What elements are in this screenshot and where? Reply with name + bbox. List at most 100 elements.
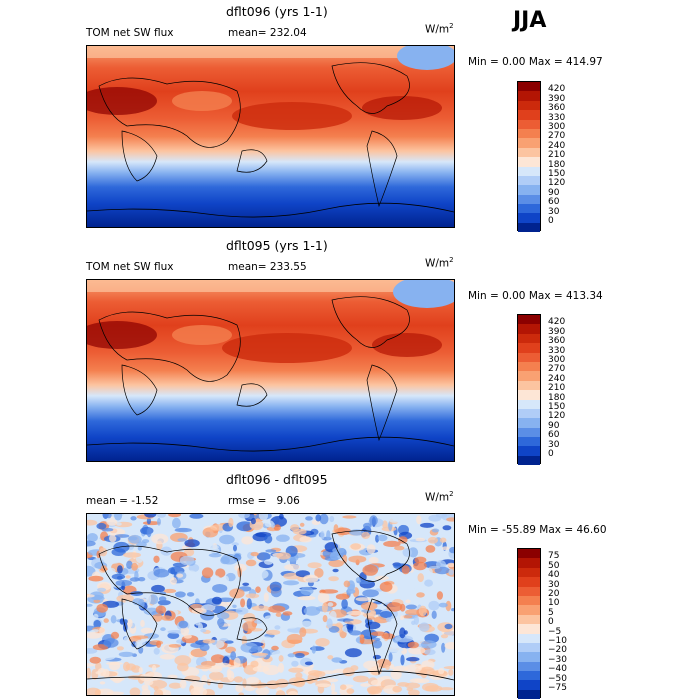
colorbar-swatch — [518, 380, 540, 391]
colorbar-swatch — [518, 633, 540, 643]
colorbar-tick-label: 150 — [548, 402, 566, 412]
colorbar-tick-label: 90 — [548, 187, 560, 198]
colorbar-swatch — [518, 82, 540, 92]
colorbar-swatch — [518, 567, 540, 578]
colorbar-swatch — [518, 586, 540, 596]
colorbar-tick-label: −5 — [548, 626, 562, 637]
colorbar-swatch — [518, 455, 540, 466]
colorbar-swatch — [518, 408, 540, 419]
colorbar-swatch — [518, 642, 540, 653]
colorbar-swatch — [518, 213, 540, 223]
colorbar-swatch — [518, 390, 540, 400]
colorbar-tick-label: 5 — [548, 607, 554, 618]
panel-2-map-svg — [87, 280, 454, 461]
panel-3-title: dflt096 - dflt095 — [226, 472, 328, 487]
colorbar-swatch — [518, 361, 540, 372]
panel-2-colorbar — [517, 314, 541, 466]
colorbar-swatch — [518, 577, 540, 587]
colorbar-tick-label: 360 — [548, 103, 566, 114]
colorbar-tick-label: 60 — [548, 430, 560, 441]
colorbar-tick-label: 240 — [548, 373, 566, 384]
colorbar-swatch — [518, 446, 540, 456]
colorbar-tick-label: 180 — [548, 392, 566, 403]
colorbar-tick-label: 90 — [548, 420, 560, 431]
panel-3-map-svg — [87, 514, 454, 695]
colorbar-swatch — [518, 343, 540, 353]
colorbar-tick-label: 390 — [548, 326, 566, 337]
colorbar-tick-label: 75 — [548, 551, 560, 562]
colorbar-swatch — [518, 558, 540, 568]
colorbar-tick-label: 50 — [548, 560, 560, 571]
panel-3-colorbar — [517, 548, 541, 700]
panel-2-title: dflt095 (yrs 1-1) — [226, 238, 328, 253]
colorbar-tick-label: 270 — [548, 364, 566, 375]
colorbar-tick-label: 30 — [548, 439, 560, 450]
colorbar-swatch — [518, 138, 540, 148]
colorbar-swatch — [518, 166, 540, 176]
colorbar-tick-label: 360 — [548, 336, 566, 347]
colorbar-tick-label: 420 — [548, 84, 566, 95]
colorbar-swatch — [518, 680, 540, 690]
colorbar-swatch — [518, 671, 540, 681]
colorbar-tick-label: 270 — [548, 131, 566, 142]
panel-1-colorbar — [517, 81, 541, 233]
panel-1-variable-label: TOM net SW flux — [86, 27, 174, 39]
panel-3-rmse-value: 9.06 — [276, 495, 300, 507]
colorbar-swatch — [518, 624, 540, 634]
colorbar-swatch — [518, 352, 540, 362]
colorbar-tick-label: 330 — [548, 345, 566, 356]
colorbar-swatch — [518, 147, 540, 158]
colorbar-tick-label: 330 — [548, 112, 566, 123]
colorbar-tick-label: 0 — [548, 216, 554, 226]
colorbar-swatch — [518, 689, 540, 700]
panel-1-units: W/m2 — [425, 22, 454, 36]
colorbar-swatch — [518, 222, 540, 233]
colorbar-tick-label: −10 — [548, 636, 567, 646]
panel-1-mean-label: mean= 232.04 — [228, 27, 307, 39]
colorbar-swatch — [518, 333, 540, 344]
colorbar-swatch — [518, 315, 540, 325]
panel-1-map-svg — [87, 46, 454, 227]
colorbar-swatch — [518, 661, 540, 672]
colorbar-swatch — [518, 437, 540, 447]
colorbar-tick-label: 210 — [548, 383, 566, 394]
colorbar-swatch — [518, 418, 540, 428]
colorbar-tick-label: −75 — [548, 683, 567, 693]
colorbar-swatch — [518, 128, 540, 139]
colorbar-swatch — [518, 652, 540, 662]
colorbar-swatch — [518, 549, 540, 559]
colorbar-tick-label: 60 — [548, 197, 560, 208]
panel-2-mean-label: mean= 233.55 — [228, 261, 307, 273]
panel-3-units: W/m2 — [425, 490, 454, 504]
colorbar-tick-label: −50 — [548, 673, 567, 684]
colorbar-tick-label: 120 — [548, 411, 566, 422]
colorbar-tick-label: 180 — [548, 159, 566, 170]
colorbar-swatch — [518, 110, 540, 120]
colorbar-swatch — [518, 204, 540, 214]
colorbar-swatch — [518, 194, 540, 205]
colorbar-swatch — [518, 371, 540, 381]
colorbar-tick-label: 30 — [548, 579, 560, 590]
colorbar-tick-label: 30 — [548, 206, 560, 217]
colorbar-tick-label: 40 — [548, 570, 560, 581]
colorbar-tick-label: 150 — [548, 169, 566, 179]
panel-3-mean-label: mean = -1.52 — [86, 495, 159, 507]
colorbar-tick-label: 240 — [548, 140, 566, 151]
colorbar-tick-label: 300 — [548, 355, 566, 365]
panel-2-units: W/m2 — [425, 256, 454, 270]
panel-3-map — [86, 513, 455, 696]
colorbar-swatch — [518, 175, 540, 186]
colorbar-swatch — [518, 399, 540, 409]
colorbar-swatch — [518, 157, 540, 167]
colorbar-tick-label: 420 — [548, 317, 566, 328]
colorbar-tick-label: 10 — [548, 598, 560, 609]
colorbar-swatch — [518, 119, 540, 129]
colorbar-tick-label: 20 — [548, 589, 560, 599]
colorbar-tick-label: 390 — [548, 93, 566, 104]
panel-3-minmax: Min = -55.89 Max = 46.60 — [468, 524, 607, 536]
panel-1-mean-value: 232.04 — [269, 27, 307, 39]
colorbar-swatch — [518, 100, 540, 111]
colorbar-tick-label: 0 — [548, 617, 554, 628]
colorbar-tick-label: 210 — [548, 150, 566, 161]
colorbar-swatch — [518, 324, 540, 334]
